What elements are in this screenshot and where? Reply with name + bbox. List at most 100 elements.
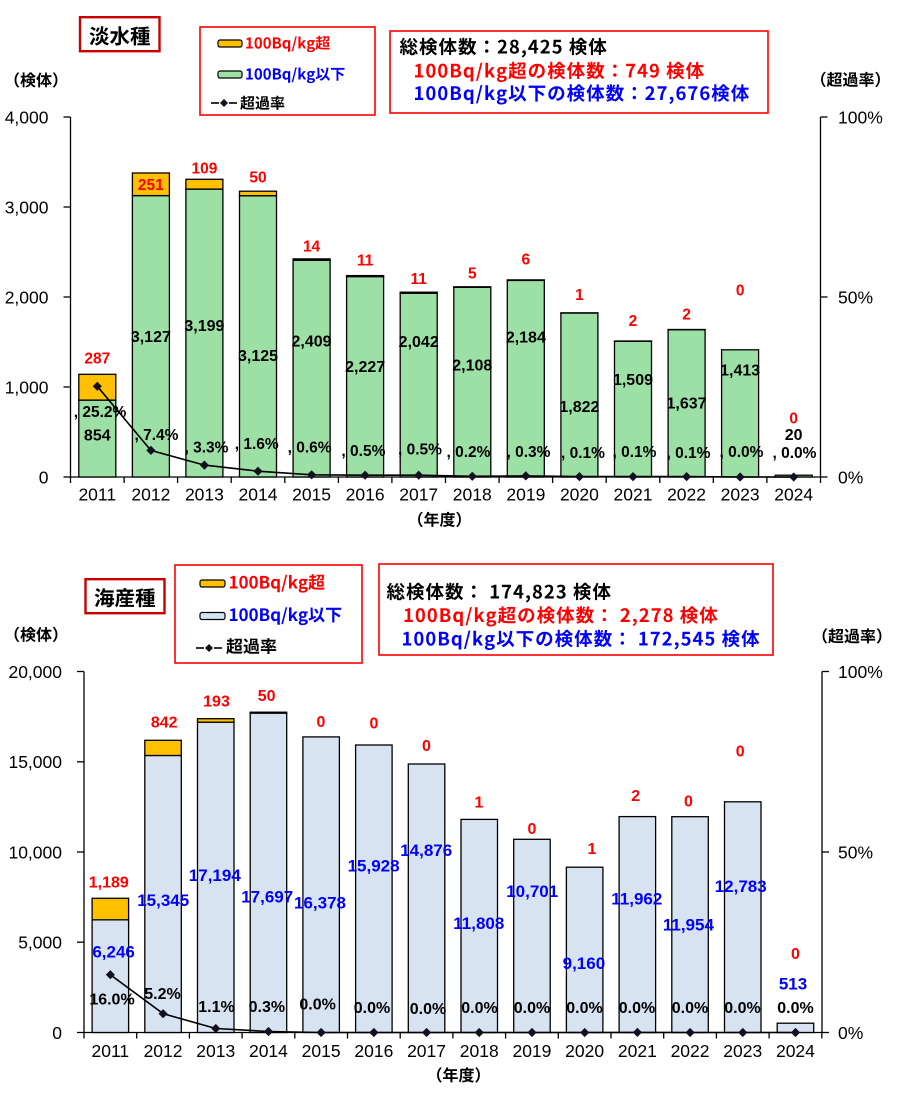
svg-text:, 0.1%: , 0.1% <box>667 445 711 462</box>
svg-text:1,000: 1,000 <box>5 377 49 397</box>
svg-text:2019: 2019 <box>512 1041 551 1061</box>
svg-text:2011: 2011 <box>78 485 116 505</box>
svg-text:854: 854 <box>84 428 111 445</box>
svg-text:17,194: 17,194 <box>189 866 242 885</box>
svg-text:2,184: 2,184 <box>506 329 546 346</box>
svg-text:, 0.6%: , 0.6% <box>288 439 332 456</box>
svg-text:2012: 2012 <box>131 485 170 505</box>
svg-text:0: 0 <box>369 715 378 732</box>
svg-text:0: 0 <box>39 467 49 487</box>
svg-text:2024: 2024 <box>774 485 813 505</box>
svg-text:3,000: 3,000 <box>5 197 49 217</box>
svg-text:, 0.0%: , 0.0% <box>720 444 764 461</box>
svg-text:11,962: 11,962 <box>611 889 662 908</box>
svg-text:6,246: 6,246 <box>92 943 135 962</box>
svg-text:2019: 2019 <box>506 485 545 505</box>
svg-text:109: 109 <box>191 160 217 177</box>
svg-text:2022: 2022 <box>667 485 706 505</box>
svg-text:2: 2 <box>682 307 691 324</box>
svg-text:, 0.1%: , 0.1% <box>613 444 657 461</box>
svg-text:0: 0 <box>528 821 537 838</box>
svg-text:2011: 2011 <box>92 1041 130 1061</box>
svg-text:0: 0 <box>736 282 745 299</box>
svg-text:2018: 2018 <box>453 485 492 505</box>
svg-text:4,000: 4,000 <box>5 107 49 127</box>
svg-text:2018: 2018 <box>460 1041 499 1061</box>
svg-text:0%: 0% <box>838 467 863 487</box>
svg-text:2017: 2017 <box>407 1041 446 1061</box>
svg-text:0: 0 <box>422 738 431 755</box>
svg-text:15,928: 15,928 <box>348 857 400 876</box>
svg-text:2: 2 <box>629 313 638 330</box>
svg-text:2016: 2016 <box>354 1041 393 1061</box>
svg-text:2020: 2020 <box>560 485 599 505</box>
svg-text:2015: 2015 <box>302 1041 341 1061</box>
svg-text:1,637: 1,637 <box>667 395 707 412</box>
svg-text:2021: 2021 <box>614 485 653 505</box>
svg-text:2023: 2023 <box>723 1041 762 1061</box>
svg-text:0: 0 <box>684 793 693 810</box>
svg-text:842: 842 <box>151 715 178 732</box>
svg-text:100%: 100% <box>838 662 883 682</box>
svg-text:0.0%: 0.0% <box>299 997 335 1014</box>
svg-text:2012: 2012 <box>144 1041 183 1061</box>
svg-text:2,108: 2,108 <box>452 357 492 374</box>
svg-text:, 0.5%: , 0.5% <box>398 441 442 458</box>
svg-text:, 0.5%: , 0.5% <box>341 443 385 460</box>
svg-text:0.0%: 0.0% <box>410 1001 446 1018</box>
svg-text:0.0%: 0.0% <box>566 1000 602 1017</box>
svg-text:14,876: 14,876 <box>400 841 452 860</box>
svg-text:11: 11 <box>411 271 428 288</box>
svg-text:5,000: 5,000 <box>18 933 62 953</box>
svg-text:2,000: 2,000 <box>5 287 49 307</box>
svg-text:0: 0 <box>791 946 800 963</box>
svg-text:1,822: 1,822 <box>559 399 599 416</box>
svg-text:2014: 2014 <box>239 485 278 505</box>
svg-text:, 25.2%: , 25.2% <box>74 404 127 421</box>
svg-text:2014: 2014 <box>249 1041 288 1061</box>
svg-text:15,000: 15,000 <box>8 752 62 772</box>
svg-text:2020: 2020 <box>565 1041 604 1061</box>
svg-text:0.0%: 0.0% <box>777 1000 813 1017</box>
svg-text:0.0%: 0.0% <box>724 1000 760 1017</box>
svg-text:50%: 50% <box>838 287 873 307</box>
svg-text:20,000: 20,000 <box>8 662 62 682</box>
svg-text:2015: 2015 <box>292 485 331 505</box>
svg-text:0: 0 <box>789 411 798 428</box>
svg-text:2,042: 2,042 <box>399 334 439 351</box>
svg-text:, 0.1%: , 0.1% <box>561 445 605 462</box>
svg-text:0%: 0% <box>838 1023 863 1043</box>
svg-text:100%: 100% <box>838 107 883 127</box>
svg-text:0.0%: 0.0% <box>461 1000 497 1017</box>
svg-text:0.0%: 0.0% <box>354 1000 390 1017</box>
svg-text:1,413: 1,413 <box>720 362 760 379</box>
svg-text:2013: 2013 <box>185 485 224 505</box>
svg-text:1: 1 <box>575 287 584 304</box>
svg-text:3,125: 3,125 <box>238 348 278 365</box>
svg-text:, 1.6%: , 1.6% <box>235 436 279 453</box>
svg-text:11,808: 11,808 <box>453 914 504 933</box>
svg-text:0.3%: 0.3% <box>249 999 285 1016</box>
svg-text:2021: 2021 <box>618 1041 657 1061</box>
svg-text:5.2%: 5.2% <box>144 986 180 1003</box>
svg-text:2023: 2023 <box>721 485 760 505</box>
svg-text:513: 513 <box>779 975 807 994</box>
svg-text:251: 251 <box>138 177 164 194</box>
svg-text:11: 11 <box>357 252 374 269</box>
svg-text:20: 20 <box>785 427 803 444</box>
svg-text:1: 1 <box>588 841 597 858</box>
svg-text:, 0.2%: , 0.2% <box>447 444 491 461</box>
svg-text:2016: 2016 <box>346 485 385 505</box>
svg-text:5: 5 <box>468 266 477 283</box>
svg-text:193: 193 <box>203 694 230 711</box>
svg-text:1,509: 1,509 <box>613 372 653 389</box>
svg-text:0: 0 <box>736 743 745 760</box>
svg-text:1,189: 1,189 <box>89 874 129 891</box>
svg-text:50%: 50% <box>838 842 873 862</box>
svg-text:12,783: 12,783 <box>715 877 767 896</box>
svg-text:0: 0 <box>316 714 325 731</box>
svg-text:14: 14 <box>303 238 321 255</box>
svg-text:2,227: 2,227 <box>345 359 385 376</box>
svg-text:0: 0 <box>52 1023 62 1043</box>
svg-text:, 0.3%: , 0.3% <box>507 444 551 461</box>
